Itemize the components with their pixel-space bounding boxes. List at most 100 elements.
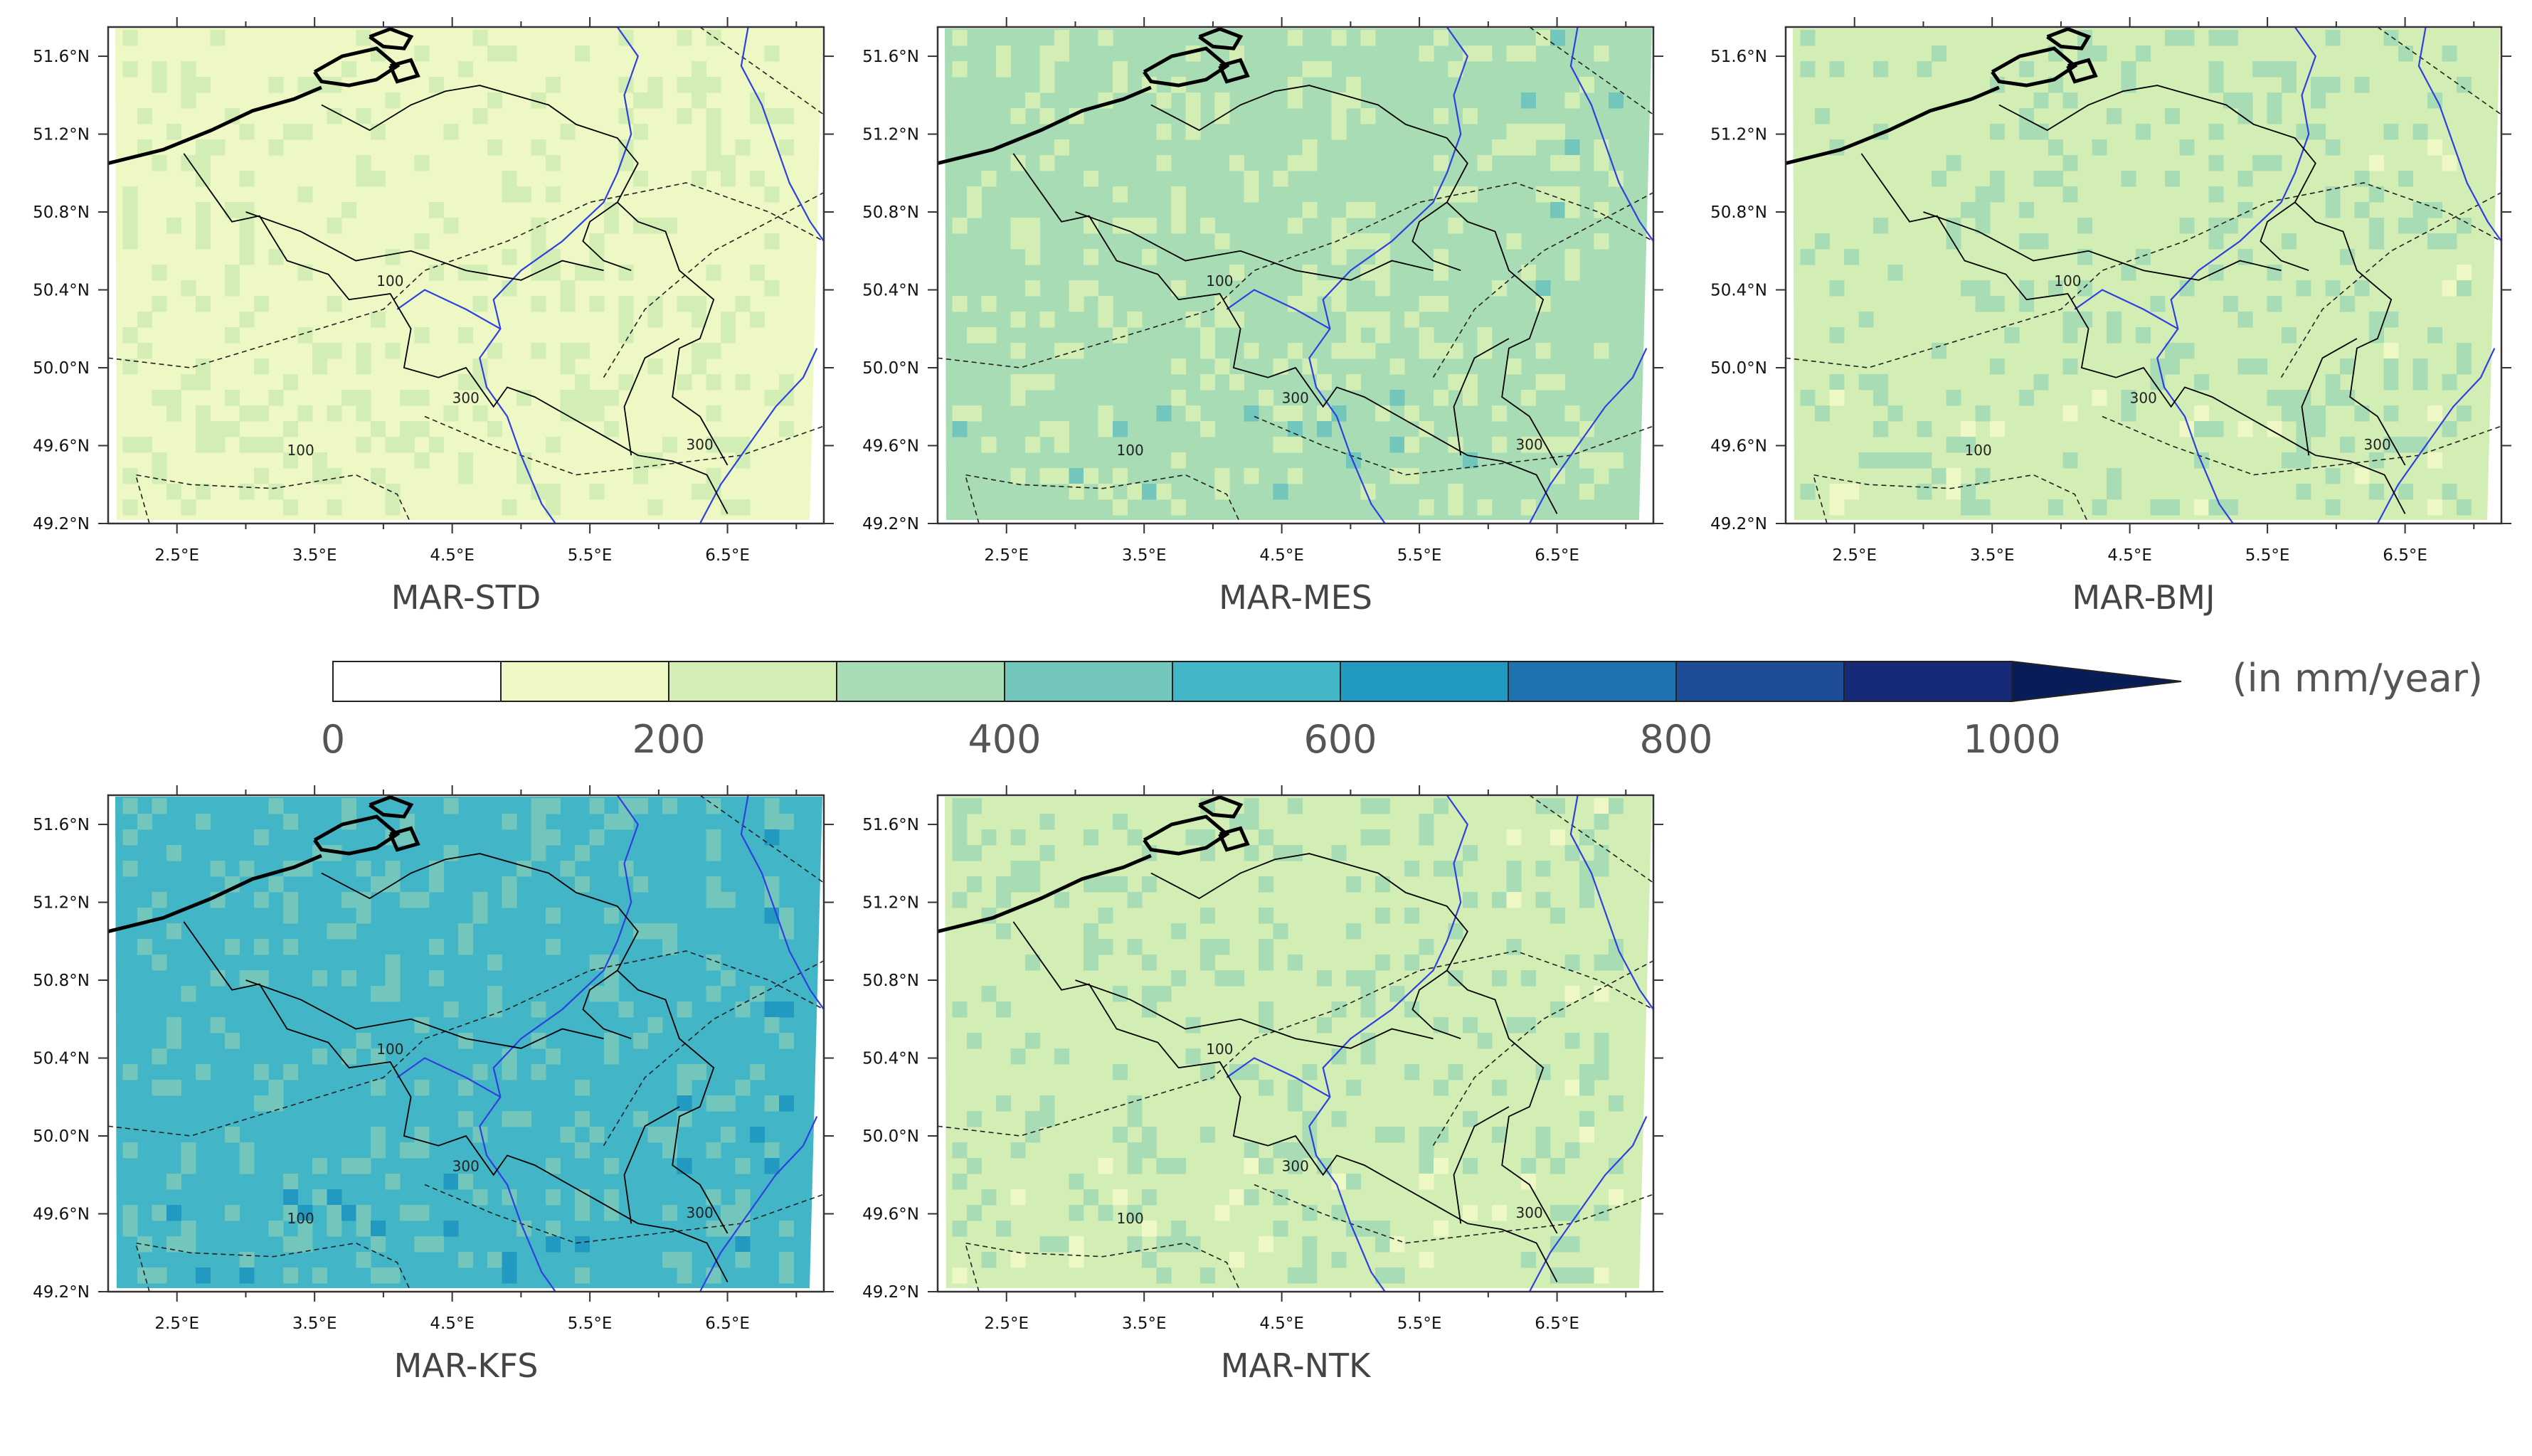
elevation-contour [1254,415,1653,476]
grid-cell [2048,139,2063,156]
grid-cell [706,829,721,846]
grid-cell [1142,1221,1157,1237]
grid-cell [2208,30,2224,46]
grid-cell [371,124,386,140]
grid-cell [2267,61,2282,78]
grid-cell [1288,437,1303,453]
grid-cell [1419,1158,1434,1174]
grid-cell [414,1127,430,1143]
grid-cell [1098,296,1113,312]
grid-cell [1579,1064,1594,1080]
grid-cell [502,814,517,830]
grid-cell [283,814,298,830]
grid-cell [677,1111,692,1127]
grid-cell [2457,265,2472,281]
grid-cell [721,1095,736,1112]
grid-cell [1288,77,1303,93]
grid-cell [2340,296,2355,312]
grid-cell [1594,202,1609,218]
x-tick-label: 5.5°E [1397,546,1442,565]
grid-cell [1084,955,1098,971]
grid-cell [239,861,255,877]
grid-cell [1244,1142,1259,1159]
grid-cell [1917,421,1932,437]
grid-cell [2033,374,2049,390]
grid-cell [1331,296,1347,312]
grid-cell [546,798,561,814]
grid-cell [210,30,226,46]
field-base [1793,28,2500,520]
grid-cell [1113,876,1128,893]
grid-cell [662,218,677,234]
grid-cell [735,1252,751,1268]
grid-cell [1010,468,1026,484]
grid-cell [1156,124,1172,140]
grid-cell [1200,343,1215,359]
grid-cell [327,1205,342,1221]
border-line [1411,969,1461,1040]
grid-cell [225,1033,240,1049]
grid-cell [735,499,751,516]
grid-cell [1098,939,1113,955]
elevation-contour [699,795,824,883]
grid-cell [152,1080,167,1096]
grid-cell [414,233,430,250]
grid-cell [341,923,356,940]
colorbar-tick-label: 200 [632,717,705,762]
river-line [479,27,640,524]
contour-label: 300 [2364,436,2391,453]
grid-cell [443,1221,459,1237]
grid-cell [385,499,401,516]
grid-cell [283,452,298,469]
contour-label: 300 [1516,1204,1543,1221]
grid-cell [589,829,605,846]
grid-cell [604,390,619,406]
grid-cell [472,108,488,124]
grid-cell [633,923,648,940]
grid-cell [546,77,561,93]
grid-cell [1039,1095,1055,1112]
grid-cell [1990,124,2005,140]
grid-cell [152,892,167,908]
grid-cell [1609,955,1623,971]
grid-cell [2369,218,2384,234]
grid-cell [1564,405,1580,422]
border-line [1150,853,1558,1234]
grid-cell [662,1252,677,1268]
grid-cell [1156,1268,1172,1284]
grid-cell [1010,374,1026,390]
colorbar-segment [668,661,837,702]
grid-cell [1156,405,1172,422]
grid-cell [618,1001,634,1018]
grid-cell [952,798,968,814]
grid-cell [589,390,605,406]
grid-cell [1331,108,1347,124]
grid-cell [779,390,794,406]
grid-cell [1288,1080,1303,1096]
grid-cell [1127,312,1143,328]
grid-cell [1550,829,1565,846]
grid-cell [2121,390,2136,406]
grid-cell [1404,861,1419,877]
grid-cell [996,1001,1011,1018]
grid-cell [458,265,473,281]
grid-cell [487,1001,502,1018]
grid-cell [560,390,576,406]
grid-cell [2383,124,2399,140]
grid-cell [1010,1048,1026,1065]
grid-cell [517,390,531,406]
grid-cell [1829,327,1845,344]
grid-cell [2194,421,2209,437]
grid-cell [1815,233,1830,250]
grid-cell [1535,280,1551,297]
grid-cell [356,892,371,908]
y-tick-label: 49.2°N [1710,515,1767,533]
grid-cell [2296,452,2311,469]
grid-cell [575,390,590,406]
grid-cell [692,296,706,312]
grid-cell [1419,46,1434,62]
grid-cell [2325,390,2341,406]
grid-cell [1594,798,1609,814]
grid-cell [254,468,269,484]
grid-cell [604,1033,619,1049]
